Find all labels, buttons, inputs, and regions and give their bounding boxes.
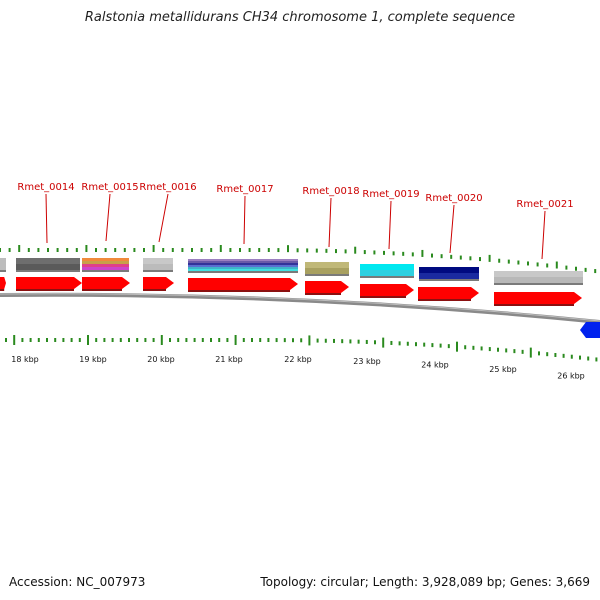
bottom-tick-track <box>5 335 598 362</box>
cog-feature-block <box>494 271 583 278</box>
gene-label-leader <box>243 195 246 245</box>
gene-label-leader <box>541 210 546 260</box>
cog-feature-shadow <box>188 271 298 273</box>
gene-label: Rmet_0014 <box>17 182 74 193</box>
cds-arrow-shadow <box>16 289 74 291</box>
cog-feature-block <box>143 264 173 271</box>
cog-feature-block <box>305 262 349 269</box>
sequence-stats: Topology: circular; Length: 3,928,089 bp… <box>260 575 590 589</box>
scale-label: 25 kbp <box>489 365 517 374</box>
cds-arrow <box>188 278 298 290</box>
cds-arrow <box>305 281 349 293</box>
cog-feature-block <box>188 267 298 270</box>
cog-feature-shadow <box>16 270 80 272</box>
cog-feature-block <box>419 273 479 280</box>
top-tick-track <box>0 245 597 274</box>
cds-arrow-shadow <box>188 290 290 292</box>
cds-arrow-shadow <box>418 299 471 301</box>
cog-feature-block <box>188 261 298 264</box>
gene-labels: Rmet_0014 Rmet_0015 Rmet_0016 Rmet_0017 Rmet… <box>17 182 574 260</box>
cog-feature-block <box>82 264 129 268</box>
cog-feature-shadow <box>494 283 583 285</box>
cds-arrow <box>82 277 130 289</box>
cds-track <box>0 277 582 306</box>
scale-label: 20 kbp <box>147 355 175 364</box>
cog-feature-block <box>82 267 129 271</box>
cog-feature-shadow <box>0 270 6 272</box>
cog-feature-block <box>188 265 298 268</box>
cog-feature-block <box>360 264 414 271</box>
cog-feature-block <box>494 277 583 284</box>
gene-label: Rmet_0015 <box>81 182 138 193</box>
scale-labels: 18 kbp 19 kbp 20 kbp 21 kbp 22 kbp 23 kbp 24 k… <box>11 355 585 381</box>
cog-feature-block <box>188 269 298 272</box>
reverse-cds-arrow <box>580 322 600 338</box>
cog-feature-block <box>188 259 298 262</box>
gene-label: Rmet_0017 <box>216 184 273 195</box>
cog-feature-block <box>16 258 80 265</box>
scale-label: 26 kbp <box>557 372 585 381</box>
gene-label-leader <box>45 193 48 244</box>
cds-arrow-shadow <box>494 304 574 306</box>
genome-backbone-highlight <box>0 293 600 322</box>
cds-arrow <box>143 277 174 289</box>
gene-label-leader <box>388 200 392 250</box>
gene-label: Rmet_0018 <box>302 186 359 197</box>
cds-arrow <box>494 292 582 304</box>
cog-feature-block <box>82 258 129 262</box>
cog-feature-block <box>305 268 349 275</box>
cog-feature-shadow <box>360 276 414 278</box>
gene-label: Rmet_0021 <box>516 199 573 210</box>
cds-arrow <box>16 277 82 289</box>
accession: Accession: NC_007973 <box>9 575 146 589</box>
cog-feature-block <box>360 270 414 277</box>
gene-label: Rmet_0019 <box>362 189 419 200</box>
cog-feature-block <box>188 263 298 266</box>
scale-label: 18 kbp <box>11 355 39 364</box>
cog-feature-block <box>143 258 173 265</box>
cog-feature-block <box>419 267 479 274</box>
map-title: Ralstonia metallidurans CH34 chromosome … <box>84 10 516 25</box>
cds-arrow-shadow <box>305 293 341 295</box>
cds-arrow-shadow <box>82 289 122 291</box>
cds-arrow <box>418 287 479 299</box>
cog-feature-shadow <box>82 270 129 272</box>
cds-arrow-shadow <box>0 289 5 291</box>
cog-feature-shadow <box>143 270 173 272</box>
gene-label: Rmet_0016 <box>139 182 196 193</box>
gene-label-leader <box>449 204 455 254</box>
scale-label: 24 kbp <box>421 360 449 369</box>
cds-arrow-shadow <box>143 289 166 291</box>
scale-label: 21 kbp <box>215 355 243 364</box>
cds-arrow <box>360 284 414 296</box>
cog-feature-block <box>82 261 129 265</box>
scale-label: 22 kbp <box>284 355 312 364</box>
genome-backbone <box>0 292 600 324</box>
cog-feature-track <box>0 258 583 285</box>
cds-arrow <box>0 277 6 289</box>
cog-feature-shadow <box>305 274 349 276</box>
cog-feature-block <box>0 258 6 271</box>
cds-arrow-shadow <box>360 296 406 298</box>
gene-label-leader <box>158 193 169 243</box>
cog-feature-block <box>16 264 80 271</box>
scale-label: 23 kbp <box>353 357 381 366</box>
cog-feature-shadow <box>419 279 479 281</box>
gene-label-leader <box>328 197 332 248</box>
gene-label: Rmet_0020 <box>425 193 482 204</box>
gene-label-leader <box>105 193 111 242</box>
scale-label: 19 kbp <box>79 355 107 364</box>
